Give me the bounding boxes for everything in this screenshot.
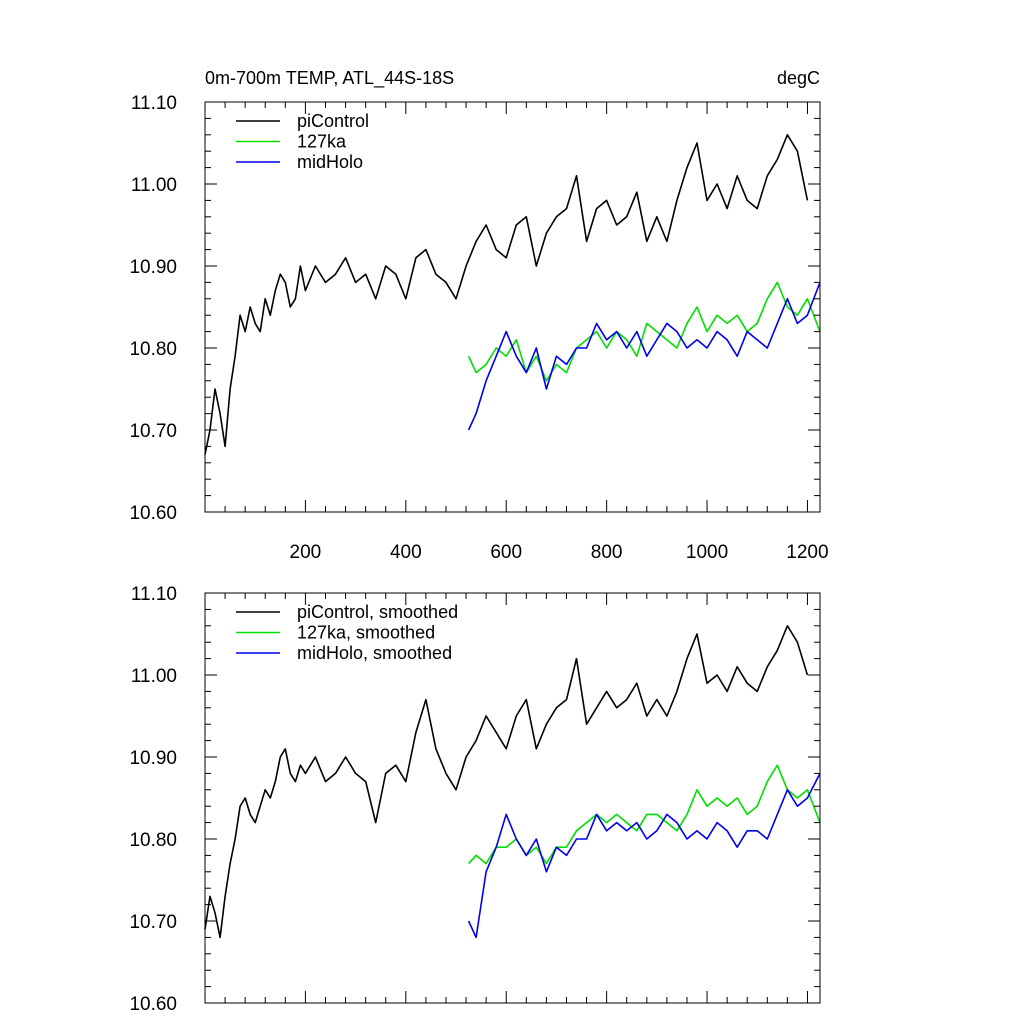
plot-frame — [204, 592, 821, 1004]
y-tick-label: 10.80 — [129, 339, 177, 360]
legend-label: 127ka, smoothed — [297, 623, 435, 643]
plot-frame — [204, 101, 821, 513]
legend-label: piControl — [297, 111, 369, 131]
y-tick-label: 10.60 — [129, 503, 177, 524]
y-tick-label: 11.00 — [131, 175, 177, 196]
y-tick-label: 10.60 — [129, 994, 177, 1015]
legend-label: midHolo, smoothed — [297, 643, 452, 663]
series-line-127ka — [467, 281, 821, 382]
y-tick-label: 11.10 — [131, 584, 177, 605]
y-tick-label: 10.80 — [129, 830, 177, 851]
x-tick-label: 1000 — [686, 542, 728, 563]
legend-label: piControl, smoothed — [297, 602, 458, 622]
x-tick-label: 1200 — [786, 542, 828, 563]
y-tick-label: 11.10 — [131, 93, 177, 114]
series-line-midholo-smoothed — [467, 773, 821, 939]
y-tick-label: 10.70 — [129, 912, 177, 933]
bottom-panel: 10.60 10.70 10.80 10.90 11.00 11.10 piControl… — [129, 584, 821, 1015]
series-line-picontrol — [204, 134, 809, 455]
y-tick-label: 10.90 — [129, 257, 177, 278]
top-panel: 0m-700m TEMP, ATL_44S-18S degC 10.60 10.7… — [129, 68, 828, 563]
top-panel-title: 0m-700m TEMP, ATL_44S-18S — [205, 68, 454, 89]
legend-label: midHolo — [297, 152, 363, 172]
bottom-panel-series — [204, 624, 821, 939]
x-tick-label: 800 — [591, 542, 623, 563]
x-tick-label: 200 — [290, 542, 322, 563]
series-line-midholo — [467, 282, 821, 431]
top-panel-series — [204, 134, 821, 455]
y-tick-label: 10.90 — [129, 748, 177, 769]
top-panel-axes: 10.60 10.70 10.80 10.90 11.00 11.10 200 400 600 8… — [129, 93, 828, 563]
x-tick-label: 600 — [490, 542, 522, 563]
y-tick-label: 10.70 — [129, 421, 177, 442]
x-tick-label: 400 — [390, 542, 422, 563]
top-panel-units: degC — [777, 68, 820, 88]
bottom-panel-axes: 10.60 10.70 10.80 10.90 11.00 11.10 — [129, 584, 821, 1015]
y-tick-label: 11.00 — [131, 666, 177, 687]
series-line-picontrol-smoothed — [204, 624, 809, 939]
legend-label: 127ka — [297, 132, 347, 152]
